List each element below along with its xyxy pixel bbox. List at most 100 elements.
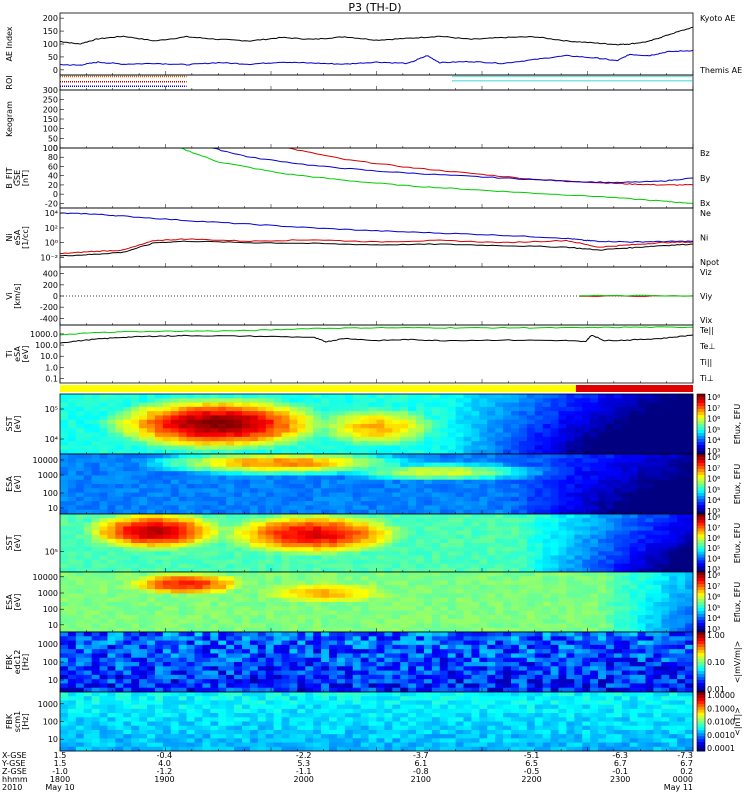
- heatmap-cell: [408, 466, 417, 472]
- heatmap-cell: [336, 526, 346, 531]
- heatmap-cell: [439, 514, 449, 519]
- heatmap-cell: [423, 441, 433, 446]
- heatmap-cell: [99, 547, 108, 552]
- heatmap-cell: [558, 593, 567, 599]
- heatmap-cell: [313, 514, 322, 519]
- heatmap-cell: [218, 501, 227, 506]
- heatmap-cell: [621, 623, 631, 629]
- heatmap-cell: [273, 441, 282, 446]
- heatmap-cell: [685, 475, 694, 481]
- heatmap-cell: [115, 606, 124, 611]
- heatmap-cell: [162, 394, 172, 399]
- heatmap-cell: [384, 436, 393, 442]
- heatmap-cell: [439, 530, 449, 536]
- heatmap-cell: [210, 428, 219, 433]
- heatmap-cell: [511, 484, 520, 489]
- heatmap-cell: [186, 543, 195, 548]
- heatmap-cell: [107, 449, 116, 455]
- heatmap-cell: [598, 458, 607, 463]
- heatmap-cell: [534, 614, 544, 620]
- heatmap-cell: [613, 454, 623, 459]
- heatmap-cell: [423, 614, 433, 620]
- heatmap-cell: [67, 436, 77, 442]
- heatmap-cell: [605, 398, 615, 403]
- heatmap-cell: [321, 505, 330, 511]
- heatmap-cell: [170, 572, 180, 577]
- heatmap-cell: [550, 559, 559, 565]
- heatmap-cell: [455, 441, 464, 446]
- y-axis-label: GSE: [13, 170, 22, 186]
- heatmap-cell: [534, 555, 544, 560]
- heatmap-cell: [534, 471, 544, 476]
- heatmap-cell: [368, 538, 377, 544]
- heatmap-cell: [352, 441, 362, 446]
- heatmap-cell: [313, 576, 322, 581]
- heatmap-cell: [629, 551, 639, 556]
- heatmap-cell: [400, 580, 409, 586]
- heatmap-cell: [526, 466, 536, 472]
- heatmap-cell: [257, 526, 267, 531]
- heatmap-cell: [637, 406, 646, 412]
- heatmap-cell: [344, 454, 354, 459]
- heatmap-cell: [582, 580, 591, 586]
- heatmap-cell: [439, 432, 449, 438]
- heatmap-cell: [139, 496, 148, 502]
- heatmap-cell: [613, 411, 623, 416]
- heatmap-cell: [123, 514, 132, 519]
- heatmap-cell: [91, 614, 100, 620]
- legend-entry: Te||: [699, 326, 714, 335]
- heatmap-cell: [590, 436, 599, 442]
- heatmap-cell: [154, 479, 164, 485]
- y-tick-label: 200: [43, 14, 58, 23]
- heatmap-cell: [305, 449, 314, 455]
- heatmap-cell: [637, 567, 646, 573]
- heatmap-cell: [598, 484, 607, 489]
- heatmap-cell: [281, 458, 290, 463]
- heatmap-cell: [352, 522, 362, 527]
- heatmap-cell: [503, 496, 512, 502]
- heatmap-cell: [558, 501, 567, 506]
- heatmap-cell: [75, 406, 85, 412]
- heatmap-cell: [368, 415, 377, 421]
- heatmap-cell: [439, 584, 449, 590]
- heatmap-cell: [566, 563, 575, 569]
- heatmap-cell: [241, 411, 251, 416]
- heatmap-cell: [566, 572, 575, 577]
- heatmap-cell: [558, 589, 567, 594]
- heatmap-cell: [162, 509, 172, 515]
- heatmap-cell: [598, 580, 607, 586]
- heatmap-cell: [273, 589, 282, 594]
- heatmap-cell: [518, 547, 528, 552]
- heatmap-cell: [590, 394, 599, 399]
- heatmap-cell: [392, 614, 401, 620]
- heatmap-cell: [534, 518, 544, 523]
- heatmap-cell: [487, 466, 496, 472]
- heatmap-cell: [115, 526, 124, 531]
- panel-frame: [59, 147, 694, 209]
- heatmap-cell: [360, 458, 369, 463]
- heatmap-cell: [321, 606, 330, 611]
- heatmap-cell: [234, 619, 243, 624]
- heatmap-cell: [147, 475, 156, 481]
- heatmap-cell: [123, 627, 132, 633]
- heatmap-cell: [131, 458, 140, 463]
- heatmap-cell: [558, 627, 567, 633]
- heatmap-cell: [75, 522, 85, 527]
- heatmap-cell: [550, 406, 559, 412]
- heatmap-cell: [170, 402, 180, 408]
- heatmap-cell: [123, 597, 132, 603]
- heatmap-cell: [305, 518, 314, 523]
- heatmap-cell: [613, 449, 623, 455]
- heatmap-cell: [60, 530, 69, 536]
- heatmap-cell: [550, 415, 559, 421]
- heatmap-cell: [336, 572, 346, 577]
- heatmap-cell: [653, 534, 662, 540]
- heatmap-cell: [479, 466, 488, 472]
- heatmap-cell: [289, 509, 298, 515]
- heatmap-cell: [439, 394, 449, 399]
- heatmap-cell: [685, 505, 694, 511]
- heatmap-cell: [107, 518, 116, 523]
- heatmap-cell: [289, 449, 298, 455]
- colorbar-segment: [697, 572, 705, 576]
- heatmap-cell: [629, 526, 639, 531]
